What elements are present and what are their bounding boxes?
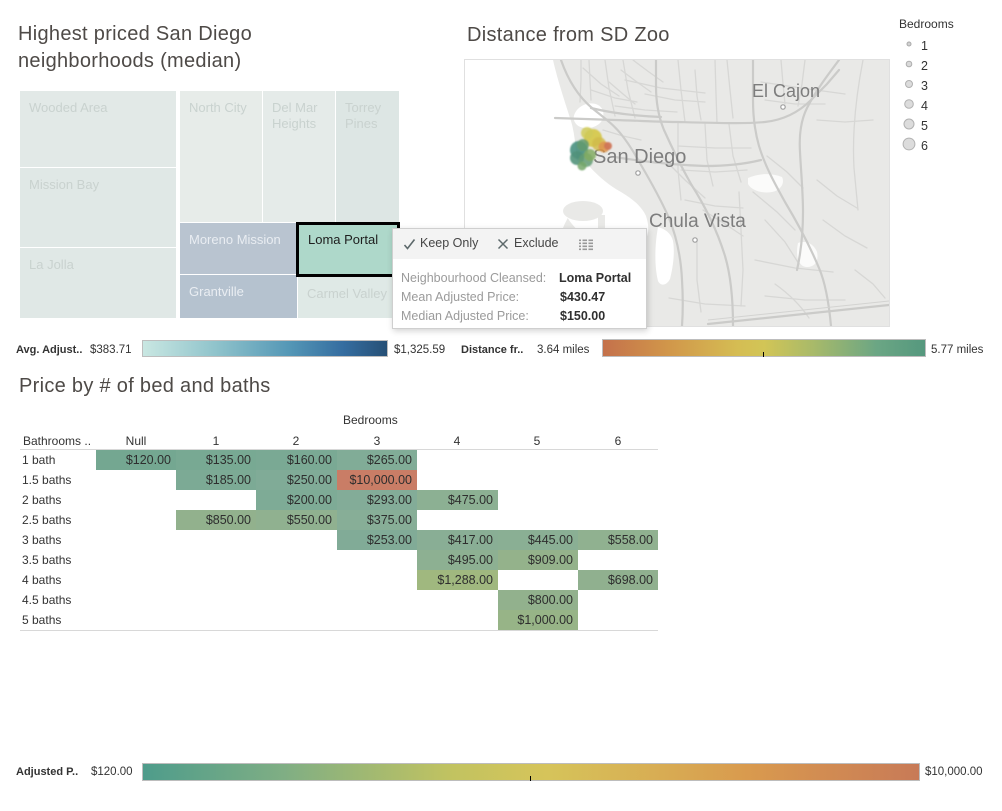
svg-text:San Diego: San Diego — [593, 146, 686, 168]
svg-text:Chula Vista: Chula Vista — [649, 211, 746, 232]
svg-text:El Cajon: El Cajon — [752, 81, 820, 101]
